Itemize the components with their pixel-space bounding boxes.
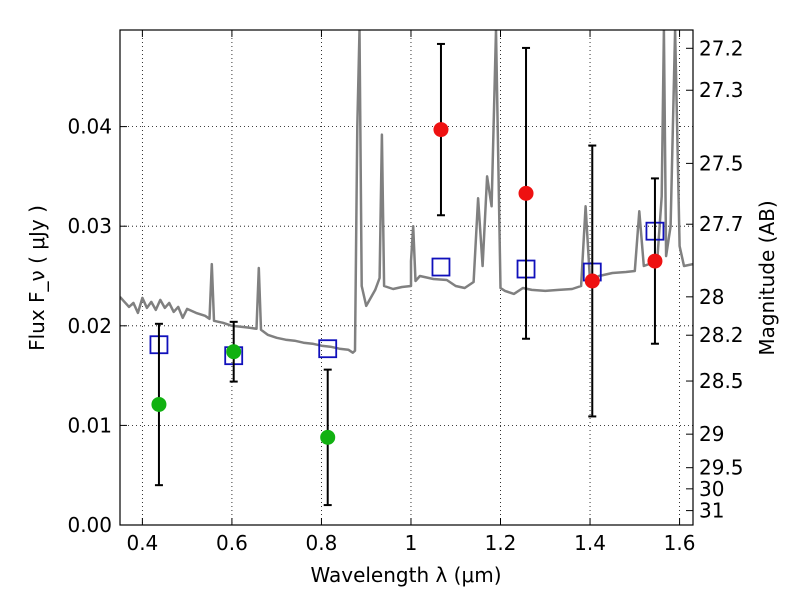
mag-tick-label: 28.5 <box>699 369 744 393</box>
model-spectrum-line <box>120 30 693 354</box>
y-tick-label: 0.01 <box>67 413 112 437</box>
y-axis-title: Flux F_ν ( μJy ) <box>25 205 49 351</box>
green-data-point <box>320 429 336 445</box>
mag-tick-label: 29 <box>699 422 724 446</box>
green-data-point <box>151 396 167 412</box>
y-tick-label: 0.02 <box>67 314 112 338</box>
red-data-point <box>647 253 663 269</box>
mag-tick-label: 31 <box>699 499 724 523</box>
y2-axis-title: Magnitude (AB) <box>755 200 779 355</box>
mag-tick-label: 27.7 <box>699 212 744 236</box>
mag-tick-label: 27.5 <box>699 151 744 175</box>
x-tick-label: 0.8 <box>306 531 338 555</box>
x-axis-title: Wavelength λ (μm) <box>310 563 501 587</box>
green-data-point <box>226 344 242 360</box>
mag-tick-label: 29.5 <box>699 456 744 480</box>
red-data-point <box>518 185 534 201</box>
mag-tick-label: 27.2 <box>699 36 744 60</box>
y-tick-label: 0.04 <box>67 115 112 139</box>
x-tick-label: 0.6 <box>216 531 248 555</box>
x-tick-label: 1 <box>405 531 418 555</box>
mag-tick-label: 28 <box>699 285 724 309</box>
plot-frame <box>119 29 694 526</box>
y-tick-label: 0.00 <box>67 513 112 537</box>
grid-lines <box>120 30 693 526</box>
red-data-point <box>433 122 449 138</box>
x-tick-label: 0.4 <box>126 531 158 555</box>
red-data-point <box>584 273 600 289</box>
mag-tick-label: 30 <box>699 477 724 501</box>
mag-tick-label: 28.2 <box>699 323 744 347</box>
x-tick-label: 1.2 <box>485 531 517 555</box>
axis-ticks <box>120 30 693 526</box>
model-square-marker <box>431 257 451 277</box>
model-square-marker <box>318 339 338 359</box>
plot-area <box>120 30 693 507</box>
mag-tick-label: 27.3 <box>699 78 744 102</box>
x-tick-label: 1.4 <box>574 531 606 555</box>
x-tick-label: 1.6 <box>664 531 696 555</box>
y-tick-label: 0.03 <box>67 214 112 238</box>
